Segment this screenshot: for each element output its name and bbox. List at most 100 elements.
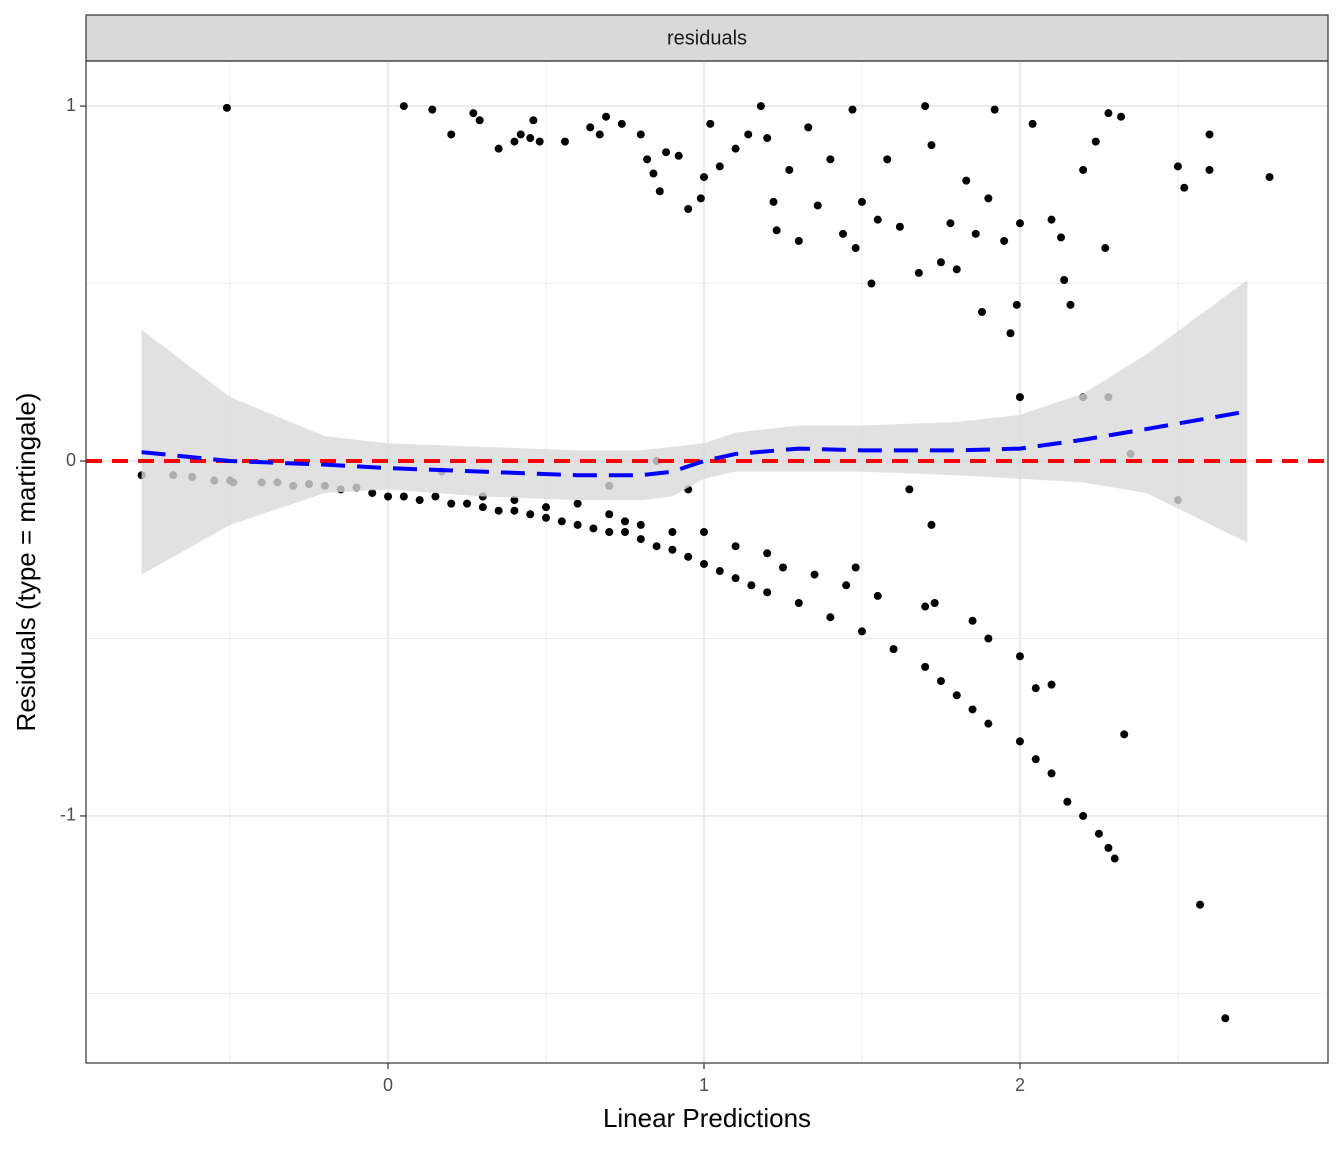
point (867, 279, 876, 288)
point (494, 506, 503, 515)
point (968, 616, 977, 625)
point (936, 258, 945, 267)
point (731, 542, 740, 551)
point (763, 549, 772, 558)
point (715, 162, 724, 171)
point (1015, 737, 1024, 746)
point (914, 268, 923, 277)
point (605, 528, 614, 537)
point (968, 705, 977, 714)
point (1015, 393, 1024, 402)
point (889, 645, 898, 654)
point (605, 510, 614, 519)
confidence-band (141, 279, 1248, 575)
point (415, 496, 424, 505)
point (542, 503, 551, 512)
point (984, 194, 993, 203)
point (1091, 137, 1100, 146)
strip (85, 14, 1329, 62)
point (921, 102, 930, 111)
point (1205, 165, 1214, 174)
point (595, 130, 604, 139)
point (1047, 680, 1056, 689)
point (1066, 300, 1075, 309)
point (535, 137, 544, 146)
point (573, 520, 582, 529)
point (763, 588, 772, 597)
point (557, 517, 566, 526)
panel-border (85, 60, 1329, 1064)
point (1006, 329, 1015, 338)
point (756, 102, 765, 111)
y-tick-label: -1 (60, 805, 76, 825)
point (895, 222, 904, 231)
point (936, 677, 945, 686)
point (747, 581, 756, 590)
point (542, 513, 551, 522)
point (1196, 900, 1205, 909)
point (769, 197, 778, 206)
point (1079, 811, 1088, 820)
point (927, 141, 936, 150)
point (526, 134, 535, 143)
point (1173, 162, 1182, 171)
point (794, 598, 803, 607)
point (952, 265, 961, 274)
y-axis-label: Residuals (type = martingale) (11, 393, 41, 732)
point (621, 517, 630, 526)
point (1094, 829, 1103, 838)
point (984, 719, 993, 728)
point (1117, 112, 1126, 121)
point (1101, 244, 1110, 253)
point (1120, 730, 1129, 739)
point (794, 236, 803, 245)
y-tick-label: 1 (66, 95, 76, 115)
x-tick-label: 1 (699, 1075, 709, 1095)
point (857, 627, 866, 636)
point (617, 119, 626, 128)
point (469, 109, 478, 118)
point (494, 144, 503, 153)
point (763, 134, 772, 143)
point (1265, 173, 1274, 182)
point (463, 499, 472, 508)
point (731, 144, 740, 153)
point (699, 173, 708, 182)
point (851, 563, 860, 572)
point (927, 520, 936, 529)
point (1047, 215, 1056, 224)
point (1012, 300, 1021, 309)
point (589, 524, 598, 533)
point (826, 155, 835, 164)
point (475, 116, 484, 125)
point (804, 123, 813, 132)
point (516, 130, 525, 139)
point (649, 169, 658, 178)
point (744, 130, 753, 139)
point (699, 559, 708, 568)
point (990, 105, 999, 114)
point (978, 307, 987, 316)
point (478, 503, 487, 512)
point (1015, 652, 1024, 661)
point (636, 130, 645, 139)
point (510, 506, 519, 515)
point (447, 499, 456, 508)
point (668, 528, 677, 537)
point (778, 563, 787, 572)
point (602, 112, 611, 121)
point (883, 155, 892, 164)
point (1031, 755, 1040, 764)
point (696, 194, 705, 203)
point (873, 215, 882, 224)
point (785, 165, 794, 174)
point (1015, 219, 1024, 228)
point (699, 528, 708, 537)
point (706, 119, 715, 128)
x-tick-label: 2 (1015, 1075, 1025, 1095)
point (826, 613, 835, 622)
point (905, 485, 914, 494)
point (1205, 130, 1214, 139)
